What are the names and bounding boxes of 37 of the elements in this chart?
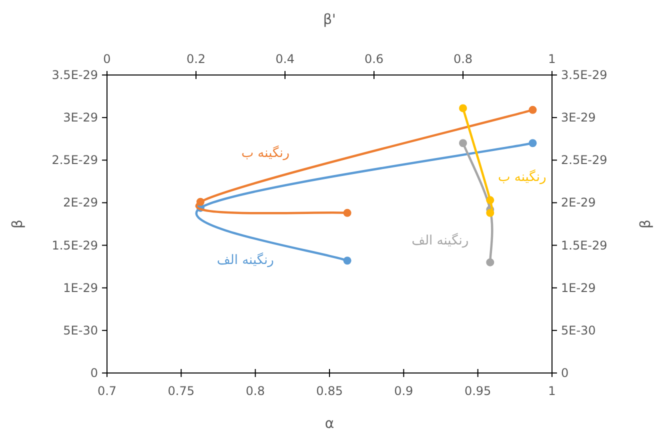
y-tick-label: 5E-30 <box>63 323 98 338</box>
x-tick-label: 0.75 <box>168 384 195 398</box>
y2-tick-label: 2E-29 <box>561 196 596 210</box>
x-tick-label: 0.85 <box>316 384 343 398</box>
series-label: رنگینه الف <box>216 252 274 268</box>
y2-tick-label: 3E-29 <box>561 110 596 125</box>
x-tick-label: 0.7 <box>97 384 117 398</box>
y2-tick-label: 5E-30 <box>561 323 596 338</box>
x2-tick-label: 1 <box>548 52 556 66</box>
series-label: رنگینه الف <box>412 232 469 249</box>
x2-tick-label: 0.2 <box>186 52 206 66</box>
y-tick-label: 0 <box>90 366 98 380</box>
y-tick-label: 3.5E-29 <box>52 68 98 82</box>
y2-tick-label: 1E-29 <box>561 280 596 295</box>
x-tick-label: 0.95 <box>464 384 492 398</box>
x2-tick-label: 0 <box>103 52 111 66</box>
y2-axis-title: β <box>638 220 654 228</box>
y2-tick-label: 3.5E-29 <box>561 68 608 82</box>
y2-tick-label: 0 <box>561 366 569 380</box>
x2-tick-label: 0.4 <box>275 52 295 66</box>
y-tick-label: 1.5E-29 <box>52 238 98 252</box>
x2-axis-title: β' <box>323 12 336 28</box>
x2-tick-label: 0.6 <box>364 52 384 66</box>
y2-tick-label: 1.5E-29 <box>561 238 608 252</box>
x-axis-title: α <box>324 416 334 432</box>
x2-tick-label: 0.8 <box>453 52 473 66</box>
y-axis-title: β <box>10 220 26 228</box>
y-tick-label: 3E-29 <box>63 110 98 125</box>
series-label: رنگینه ب <box>498 169 546 186</box>
series-label: رنگینه ب <box>241 144 290 161</box>
x-tick-label: 0.9 <box>394 384 414 398</box>
y2-tick-label: 2.5E-29 <box>561 153 608 168</box>
y-tick-label: 1E-29 <box>63 280 98 295</box>
y-tick-label: 2E-29 <box>63 196 98 210</box>
x-tick-label: 1 <box>548 384 556 398</box>
x-tick-label: 0.8 <box>246 384 265 398</box>
y-tick-label: 2.5E-29 <box>52 153 98 168</box>
